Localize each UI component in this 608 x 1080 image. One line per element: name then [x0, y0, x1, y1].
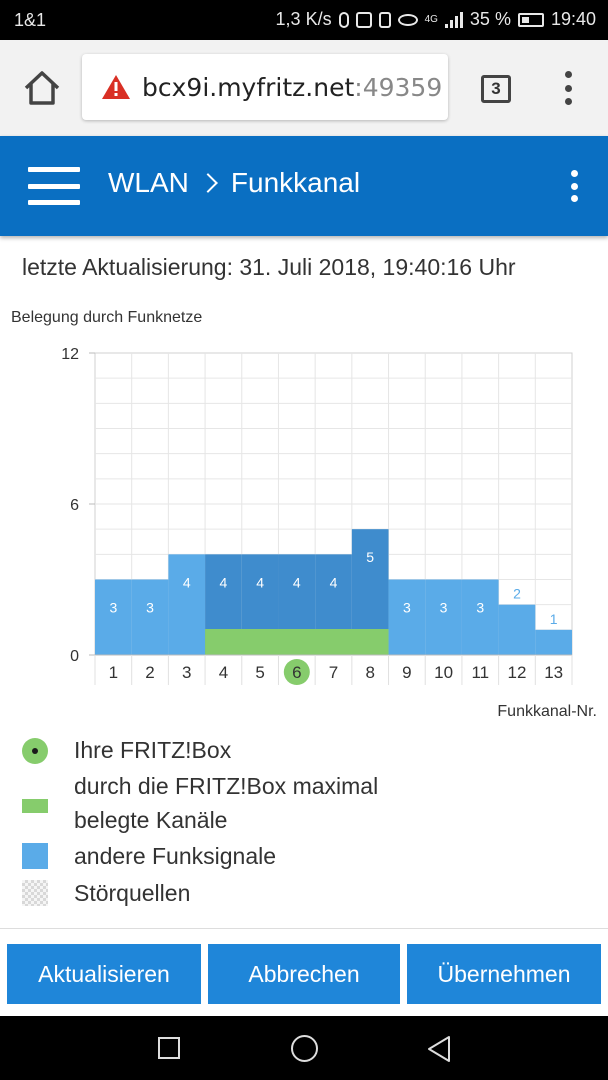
bar-value-label: 3	[403, 600, 411, 616]
bluetooth-icon	[338, 11, 349, 28]
checker-square-icon	[22, 880, 48, 906]
status-icons: 1,3 K/s 4G 35 % 19:40	[276, 9, 596, 30]
system-nav-bar	[0, 1016, 608, 1080]
page-title: Funkkanal	[230, 167, 361, 198]
app-header: WLAN Funkkanal	[0, 136, 608, 236]
legend-label: Störquellen	[74, 880, 191, 906]
bar-value-label: 1	[550, 611, 558, 627]
signal-icon	[444, 11, 463, 28]
browser-toolbar: bcx9i.myfritz.net:49359 3	[0, 40, 608, 136]
fritzbox-band	[205, 629, 389, 655]
refresh-button[interactable]: Aktualisieren	[7, 944, 201, 1004]
chart-x-label: Funkkanal-Nr.	[497, 703, 597, 720]
bar-channel-12	[498, 604, 536, 655]
battery-icon	[517, 12, 544, 27]
bar-value-label: 4	[220, 574, 228, 590]
bar-channel-11	[461, 579, 499, 655]
x-tick-label: 10	[434, 663, 453, 682]
x-tick-label: 6	[292, 663, 301, 682]
bar-value-label: 5	[366, 549, 374, 565]
legend-item-max-channels: durch die FRITZ!Box maximal belegte Kanä…	[22, 769, 582, 839]
legend-label: andere Funksignale	[74, 843, 277, 869]
x-tick-label: 2	[145, 663, 154, 682]
x-tick-label: 9	[402, 663, 411, 682]
legend-label: Ihre FRITZ!Box	[74, 737, 232, 763]
warning-icon[interactable]	[100, 73, 132, 101]
fritzbox-dot-icon	[22, 738, 48, 764]
legend-item-interference: Störquellen	[22, 876, 582, 912]
network-type: 4G	[424, 13, 438, 25]
bar-channel-3	[168, 554, 206, 655]
bar-value-label: 4	[256, 574, 264, 590]
y-tick-label: 12	[61, 346, 79, 363]
x-tick-label: 7	[329, 663, 338, 682]
back-icon[interactable]	[426, 1035, 452, 1063]
legend: Ihre FRITZ!Box durch die FRITZ!Box maxim…	[22, 733, 582, 912]
url-port: :49359	[354, 72, 443, 102]
cancel-button[interactable]: Abbrechen	[208, 944, 400, 1004]
y-tick-label: 6	[70, 497, 79, 514]
bar-value-label: 3	[146, 600, 154, 616]
apply-button[interactable]: Übernehmen	[407, 944, 601, 1004]
bar-channel-9	[388, 579, 426, 655]
chart-title: Belegung durch Funknetze	[11, 309, 203, 326]
bar-channel-10	[425, 579, 462, 655]
bar-value-label: 4	[330, 574, 338, 590]
url-host: bcx9i.myfritz.net	[142, 72, 355, 102]
bar-value-label: 3	[476, 600, 484, 616]
network-speed: 1,3 K/s	[275, 9, 332, 29]
legend-label: durch die FRITZ!Box maximal belegte Kanä…	[74, 773, 379, 833]
chevron-right-icon	[198, 173, 218, 193]
legend-item-fritzbox: Ihre FRITZ!Box	[22, 733, 582, 769]
green-bar-icon	[22, 799, 48, 813]
own-channel-marker	[283, 659, 310, 685]
carrier-label: 1&1	[14, 10, 47, 30]
browser-more-icon[interactable]	[558, 71, 578, 105]
more-vert-icon[interactable]	[567, 170, 581, 202]
x-tick-label: 5	[255, 663, 264, 682]
bar-value-label: 2	[513, 586, 521, 602]
x-tick-label: 12	[508, 663, 527, 682]
x-tick-label: 3	[182, 663, 191, 682]
status-bar: 1&1 1,3 K/s 4G 35 % 19:40	[0, 0, 608, 40]
y-tick-label: 0	[70, 648, 79, 665]
last-update-text: letzte Aktualisierung: 31. Juli 2018, 19…	[22, 254, 516, 280]
tab-switcher-button[interactable]: 3	[481, 75, 511, 103]
action-bar: Aktualisieren Abbrechen Übernehmen	[0, 928, 608, 1016]
legend-item-other-signals: andere Funksignale	[22, 839, 582, 876]
url-bar[interactable]: bcx9i.myfritz.net:49359	[82, 54, 448, 120]
recents-icon[interactable]	[158, 1037, 180, 1059]
bar-channel-13	[535, 629, 572, 655]
bar-value-label: 4	[293, 574, 301, 590]
home-nav-icon[interactable]	[291, 1035, 318, 1062]
battery-percent: 35 %	[469, 9, 511, 29]
blue-square-icon	[22, 843, 48, 869]
bar-channel-1	[95, 579, 132, 655]
breadcrumb-section[interactable]: WLAN	[108, 167, 189, 198]
x-tick-label: 13	[544, 663, 563, 682]
x-tick-label: 4	[219, 663, 228, 682]
bar-channel-2	[131, 579, 169, 655]
hamburger-icon[interactable]	[28, 167, 80, 205]
x-tick-label: 1	[109, 663, 118, 682]
nfc-icon	[355, 11, 372, 28]
vibrate-icon	[378, 11, 391, 28]
x-tick-label: 8	[365, 663, 374, 682]
home-icon[interactable]	[22, 68, 62, 108]
bar-value-label: 3	[440, 600, 448, 616]
x-tick-label: 11	[471, 663, 489, 682]
bar-value-label: 4	[183, 574, 191, 590]
eye-icon	[397, 13, 418, 26]
bar-value-label: 3	[109, 600, 117, 616]
breadcrumb: WLAN Funkkanal	[108, 167, 360, 199]
clock: 19:40	[550, 9, 596, 29]
